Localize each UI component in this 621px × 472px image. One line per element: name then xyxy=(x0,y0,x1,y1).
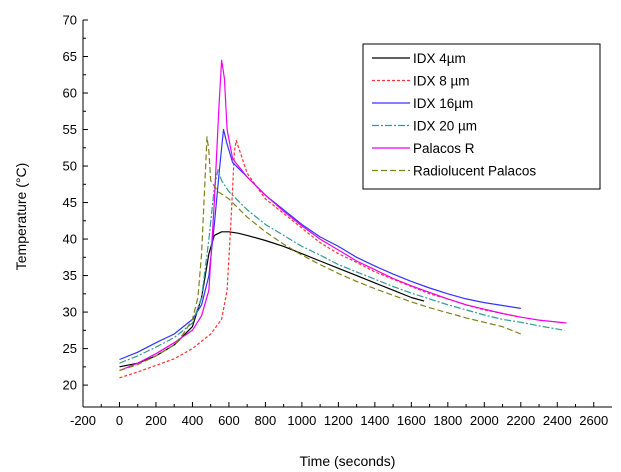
x-axis-title: Time (seconds) xyxy=(300,453,396,469)
x-tick-label: 400 xyxy=(182,413,204,428)
y-tick-label: 60 xyxy=(63,86,77,101)
legend-label: Radiolucent Palacos xyxy=(413,164,536,179)
x-tick-label: 2400 xyxy=(543,413,572,428)
series-line-1 xyxy=(119,231,425,368)
y-tick-label: 20 xyxy=(63,378,77,393)
x-tick-label: 1400 xyxy=(360,413,389,428)
y-tick-label: 50 xyxy=(63,159,77,174)
x-tick-label: 1800 xyxy=(433,413,462,428)
axes: -200 0 200 400 600 800 1000 1200 1400 1600 1800 200… xyxy=(63,13,612,428)
x-tick-label: 2200 xyxy=(506,413,535,428)
x-tick-label: 200 xyxy=(145,413,167,428)
y-tick-label: 35 xyxy=(63,268,77,283)
y-tick-label: 65 xyxy=(63,49,77,64)
y-tick-label: 40 xyxy=(63,232,77,247)
y-axis-title: Temperature (°C) xyxy=(13,163,29,271)
x-tick-label: 2000 xyxy=(470,413,499,428)
series-line-6 xyxy=(119,136,522,372)
legend-label: IDX 16µm xyxy=(413,96,473,111)
series-layer xyxy=(119,59,567,379)
x-tick-label: 600 xyxy=(218,413,240,428)
legend: IDX 4µm IDX 8 µm IDX 16µm IDX 20 µm Palacos … xyxy=(362,43,601,190)
y-tick-label: 45 xyxy=(63,195,77,210)
x-tick-label: -200 xyxy=(70,413,96,428)
y-tick-label: 30 xyxy=(63,305,77,320)
x-tick-label: 800 xyxy=(255,413,277,428)
legend-label: Palacos R xyxy=(413,141,475,156)
x-tick-label: 0 xyxy=(116,413,123,428)
x-tick-label: 1200 xyxy=(324,413,353,428)
y-tick-label: 70 xyxy=(63,13,77,28)
legend-box xyxy=(362,43,601,190)
y-tick-label: 25 xyxy=(63,341,77,356)
legend-label: IDX 4µm xyxy=(413,51,466,66)
legend-label: IDX 8 µm xyxy=(413,74,470,89)
x-tick-label: 2600 xyxy=(579,413,608,428)
x-tick-label: 1000 xyxy=(287,413,316,428)
series-line-4 xyxy=(119,169,565,364)
x-tick-label: 1600 xyxy=(397,413,426,428)
legend-label: IDX 20 µm xyxy=(413,119,477,134)
series-line-5 xyxy=(119,59,567,372)
y-tick-label: 55 xyxy=(63,122,77,137)
series-line-2 xyxy=(119,139,521,379)
